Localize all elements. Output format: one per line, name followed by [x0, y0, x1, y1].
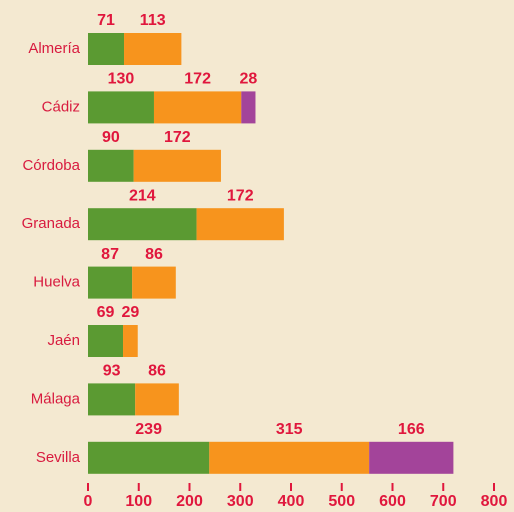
category-label: Granada: [22, 215, 81, 232]
bar-segment: [196, 208, 284, 241]
value-label: 172: [184, 71, 211, 88]
bar-segment: [241, 91, 256, 124]
bar-segment: [123, 325, 138, 357]
category-label: Sevilla: [36, 449, 81, 466]
x-tick-label: 700: [430, 493, 457, 510]
bar-segment: [88, 91, 154, 124]
value-label: 172: [164, 129, 191, 146]
x-tick-label: 300: [227, 493, 254, 510]
x-tick-label: 400: [278, 493, 305, 510]
value-label: 166: [398, 421, 425, 438]
x-tick-label: 600: [379, 493, 406, 510]
x-tick-label: 500: [328, 493, 355, 510]
category-label: Málaga: [31, 390, 81, 407]
value-label: 86: [148, 363, 166, 380]
bar-segment: [88, 266, 133, 299]
bar-segment: [133, 149, 221, 182]
bar-segment: [153, 91, 242, 124]
value-label: 87: [101, 246, 119, 263]
x-tick-label: 800: [481, 493, 508, 510]
bar-segment: [88, 208, 197, 241]
x-tick-label: 100: [125, 493, 152, 510]
value-label: 71: [97, 12, 115, 29]
value-label: 239: [135, 421, 162, 438]
value-label: 90: [102, 129, 120, 146]
bar-segment: [88, 441, 210, 474]
value-label: 172: [227, 187, 254, 204]
bar-segment: [209, 441, 370, 474]
bar-segment: [124, 33, 182, 65]
x-tick-label: 0: [84, 493, 93, 510]
value-label: 214: [129, 187, 156, 204]
bar-segment: [88, 383, 136, 416]
bar-segment: [135, 383, 179, 416]
value-label: 29: [121, 304, 139, 321]
value-label: 93: [103, 363, 121, 380]
value-label: 28: [239, 71, 257, 88]
value-label: 86: [145, 246, 163, 263]
value-label: 130: [108, 71, 135, 88]
value-label: 69: [97, 304, 115, 321]
x-tick-label: 200: [176, 493, 203, 510]
value-label: 315: [276, 421, 303, 438]
bar-segment: [369, 441, 454, 474]
bar-segment: [88, 149, 134, 182]
bar-segment: [88, 325, 124, 357]
category-label: Cádiz: [42, 98, 80, 115]
bar-segment: [132, 266, 176, 299]
category-label: Jaén: [47, 332, 80, 349]
category-label: Almería: [28, 40, 80, 57]
value-label: 113: [140, 12, 166, 29]
category-label: Huelva: [33, 274, 80, 291]
bar-segment: [88, 33, 125, 65]
category-label: Córdoba: [22, 157, 80, 174]
